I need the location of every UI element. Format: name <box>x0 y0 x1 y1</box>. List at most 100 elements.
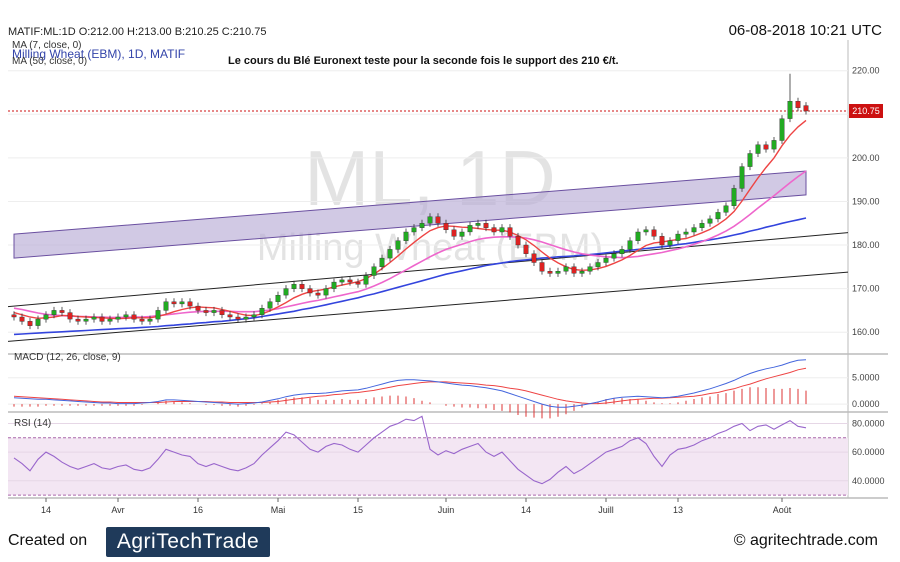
legend-ma7: MA (7, close, 0) <box>12 40 81 51</box>
candle-body <box>139 318 145 322</box>
last-price-tag <box>849 104 883 118</box>
candle-body <box>739 166 745 189</box>
rsi-tick-label: 80.0000 <box>852 418 885 428</box>
macd-tick-label: 5.0000 <box>852 373 880 383</box>
candle-body <box>595 262 601 268</box>
x-tick-label: 15 <box>353 505 363 515</box>
candle-body <box>19 316 25 322</box>
ma7-line <box>13 119 807 320</box>
candle-body <box>283 288 289 296</box>
candle-body <box>803 105 809 112</box>
candle-body <box>315 292 321 296</box>
price-tick-label: 200.00 <box>852 153 880 163</box>
candle-body <box>483 223 489 228</box>
candle-body <box>683 231 689 235</box>
candle-body <box>547 271 553 274</box>
created-on-label: Created on <box>8 532 88 549</box>
candle-body <box>155 310 161 320</box>
candle-body <box>571 266 577 274</box>
candle-body <box>443 223 449 231</box>
candle-body <box>179 301 185 305</box>
candle-body <box>235 316 241 320</box>
candle-body <box>91 316 97 320</box>
ma50-line <box>13 217 807 336</box>
candle-body <box>299 284 305 289</box>
candle-body <box>435 216 441 224</box>
ma20-line <box>13 170 807 319</box>
x-tick-label: Juin <box>438 505 455 515</box>
candle-body <box>523 244 529 254</box>
x-tick-label: 14 <box>521 505 531 515</box>
candle-body <box>291 284 297 289</box>
candle-body <box>323 288 329 296</box>
website-link[interactable]: © agritechtrade.com <box>733 532 878 549</box>
candle-body <box>419 223 425 228</box>
candle-body <box>651 229 657 237</box>
price-tick-label: 180.00 <box>852 240 880 250</box>
rsi-tick-label: 60.0000 <box>852 447 885 457</box>
candle-body <box>115 316 121 320</box>
candle-body <box>603 257 609 263</box>
candle-body <box>691 227 697 233</box>
candle-body <box>187 301 193 307</box>
candle-body <box>755 144 761 154</box>
resistance-channel-band <box>13 170 807 259</box>
candle-body <box>563 266 569 272</box>
chart-datetime: 06-08-2018 10:21 UTC <box>728 22 882 39</box>
chart-title: Le cours du Blé Euronext teste pour la s… <box>228 55 619 67</box>
candle-body <box>211 310 217 313</box>
candle-body <box>171 301 177 305</box>
candle-body <box>643 229 649 233</box>
candle-body <box>275 295 281 302</box>
candle-body <box>27 321 33 326</box>
candle-body <box>675 233 681 241</box>
candle-body <box>251 314 257 318</box>
candle-body <box>579 271 585 274</box>
rsi-label: RSI (14) <box>14 418 51 429</box>
legend-instrument: Milling Wheat (EBM), 1D, MATIF <box>12 47 185 61</box>
candle-body <box>339 279 345 283</box>
candle-body <box>107 318 113 322</box>
rsi-line <box>13 415 807 485</box>
candle-body <box>715 212 721 220</box>
x-tick-label: Avr <box>111 505 124 515</box>
candle-body <box>131 314 137 320</box>
candle-body <box>355 281 361 285</box>
candle-body <box>763 144 769 150</box>
agritechtrade-logo: AgriTechTrade <box>106 527 270 557</box>
candle-body <box>371 266 377 276</box>
candle-body <box>659 236 665 246</box>
candle-body <box>51 310 57 315</box>
candle-body <box>147 318 153 322</box>
candle-body <box>387 249 393 259</box>
quote-summary: MATIF:ML:1D O:212.00 H:213.00 B:210.25 C… <box>8 26 267 38</box>
x-tick-label: Mai <box>271 505 286 515</box>
candle-body <box>787 100 793 119</box>
candle-body <box>707 218 713 224</box>
candle-body <box>99 316 105 322</box>
candle-body <box>619 249 625 254</box>
candle-body <box>403 231 409 241</box>
candle-body <box>83 318 89 322</box>
legend-ma50: MA (50, close, 0) <box>12 56 87 67</box>
candle-body <box>35 318 41 326</box>
x-tick-label: 13 <box>673 505 683 515</box>
macd-tick-label: 0.0000 <box>852 399 880 409</box>
candle-body <box>515 236 521 246</box>
candle-body <box>163 301 169 311</box>
candle-body <box>779 118 785 141</box>
candle-body <box>347 279 353 283</box>
x-tick-label: Juill <box>598 505 614 515</box>
candle-body <box>795 100 801 108</box>
candle-body <box>491 227 497 233</box>
candle-body <box>259 308 265 315</box>
candle-body <box>627 240 633 250</box>
candle-body <box>459 231 465 237</box>
candle-body <box>499 227 505 233</box>
x-tick-label: 16 <box>193 505 203 515</box>
candle-body <box>555 271 561 274</box>
x-tick-label: Août <box>773 505 792 515</box>
candle-body <box>451 229 457 237</box>
candle-body <box>267 301 273 309</box>
x-tick-label: 14 <box>41 505 51 515</box>
